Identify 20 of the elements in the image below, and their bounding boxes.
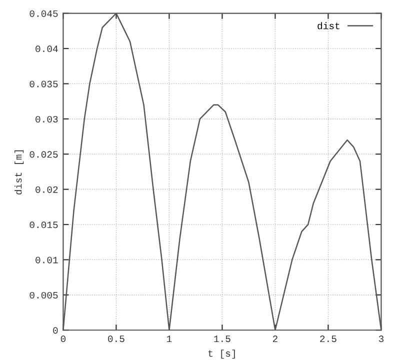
y-axis-title: dist [m]	[14, 150, 24, 194]
x-tick-label: 0	[60, 336, 66, 342]
y-tick-label: 0.025	[30, 151, 58, 158]
x-tick-label: 2	[272, 336, 278, 342]
x-tick-label: 1	[166, 336, 172, 342]
legend-label: dist	[318, 22, 340, 30]
x-axis-title: t [s]	[208, 350, 235, 359]
y-tick-label: 0.03	[36, 116, 58, 123]
x-tick-label: 2.5	[320, 336, 336, 342]
y-tick-label: 0	[53, 327, 58, 334]
x-tick-label: 1.5	[214, 336, 230, 342]
x-tick-label: 0.5	[108, 336, 124, 342]
y-tick-label: 0.04	[36, 46, 58, 52]
y-tick-label: 0.02	[36, 186, 58, 193]
y-tick-label: 0.045	[30, 10, 58, 17]
y-tick-label: 0.01	[36, 256, 58, 264]
y-tick-label: 0.005	[30, 292, 58, 299]
x-tick-label: 3	[378, 336, 384, 342]
y-tick-label: 0.015	[30, 222, 58, 228]
y-tick-label: 0.035	[30, 80, 58, 88]
